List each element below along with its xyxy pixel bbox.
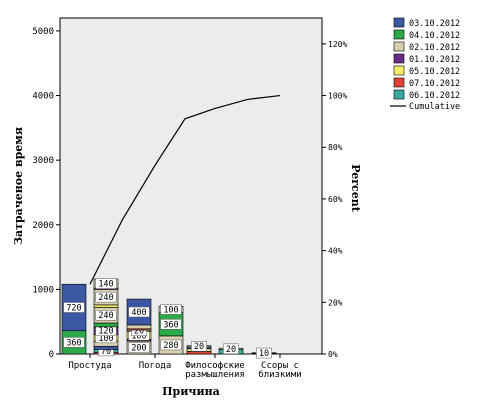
x-tick-label: Философские xyxy=(185,361,245,371)
x-tick-label: близкими xyxy=(258,369,301,380)
data-label-box xyxy=(191,340,207,352)
data-label: 140 xyxy=(98,280,113,290)
data-label-box xyxy=(95,278,117,289)
bar-segment xyxy=(93,345,119,350)
legend-label: 02.10.2012 xyxy=(409,43,460,53)
x-tick-label: Погода xyxy=(139,361,172,371)
data-label: 20 xyxy=(194,342,204,352)
legend-swatch xyxy=(393,89,405,100)
data-label-box xyxy=(256,347,272,359)
data-label-box xyxy=(160,319,182,330)
y-tick-label: 4000 xyxy=(32,92,54,102)
x-axis-label: Причина xyxy=(162,385,220,398)
data-label: 70 xyxy=(101,347,111,357)
axes-layer: 0 1000 2000 3000 4000 5000 0% 20% 40% 60% 80% 100% 1… xyxy=(32,27,347,380)
x-tick-label: Ссоры с xyxy=(261,361,299,371)
y2-axis-label: Percent xyxy=(349,164,362,212)
y-axis-label: Затраченое время xyxy=(12,127,25,245)
bar-segment xyxy=(126,324,152,330)
data-label-box xyxy=(63,337,85,348)
y-tick-label: 3000 xyxy=(32,156,54,166)
x-tick-label: Простуда xyxy=(68,361,111,371)
data-label: 240 xyxy=(98,311,113,321)
legend: 03.10.2012 04.10.2012 02.10.2012 01.10.2012… xyxy=(390,17,460,112)
legend-swatch xyxy=(393,29,405,40)
legend-swatch xyxy=(393,17,405,28)
legend-swatch xyxy=(393,53,405,64)
data-label-box xyxy=(128,342,150,353)
y-tick-label: 1000 xyxy=(32,285,54,295)
y2-tick-label: 80% xyxy=(328,143,343,152)
cumulative-line xyxy=(89,94,281,285)
data-label-box xyxy=(160,304,182,315)
legend-label: 03.10.2012 xyxy=(409,19,460,29)
legend-label: 04.10.2012 xyxy=(409,31,460,41)
data-label: 20 xyxy=(134,327,144,337)
data-label: 20 xyxy=(226,345,236,355)
y-tick-label: 0 xyxy=(49,350,54,360)
data-label-box xyxy=(95,309,117,321)
data-label: 360 xyxy=(163,320,178,330)
data-label-box xyxy=(95,291,117,303)
legend-swatch xyxy=(393,77,405,88)
data-label: 200 xyxy=(131,344,146,354)
legend-label: 01.10.2012 xyxy=(409,55,460,65)
y2-tick-label: 20% xyxy=(328,298,343,307)
y2-tick-label: 100% xyxy=(328,92,347,101)
bar-segment xyxy=(93,322,119,328)
y-tick-label: 5000 xyxy=(32,27,54,37)
data-label: 240 xyxy=(98,293,113,303)
y-tick-label: 2000 xyxy=(32,221,54,231)
data-label: 100 xyxy=(163,305,178,315)
legend-label: 07.10.2012 xyxy=(409,79,460,89)
data-label: 120 xyxy=(98,327,113,337)
legend-swatch xyxy=(393,41,405,52)
legend-label-cumulative: Cumulative xyxy=(409,102,460,112)
data-label: 720 xyxy=(66,303,81,313)
bars-layer: 3607207010012024024014020010020400280360… xyxy=(61,278,277,359)
data-label-box xyxy=(63,302,85,313)
data-label: 10 xyxy=(259,349,269,359)
data-label: 100 xyxy=(98,334,113,344)
y2-tick-label: 0% xyxy=(328,350,338,359)
data-label: 400 xyxy=(131,308,146,318)
data-label: 280 xyxy=(163,341,178,351)
data-label-box xyxy=(223,343,239,355)
data-label-box xyxy=(160,339,182,351)
y2-tick-label: 60% xyxy=(328,195,343,204)
data-label: 100 xyxy=(131,331,146,341)
legend-label: 06.10.2012 xyxy=(409,91,460,101)
data-label: 360 xyxy=(66,338,81,348)
y2-tick-label: 120% xyxy=(328,40,347,49)
data-label-box xyxy=(128,306,150,318)
legend-swatch xyxy=(393,65,405,76)
x-tick-label: размышления xyxy=(185,370,245,380)
legend-label: 05.10.2012 xyxy=(409,67,460,77)
y2-tick-label: 40% xyxy=(328,247,343,256)
bar-segment xyxy=(93,304,119,308)
